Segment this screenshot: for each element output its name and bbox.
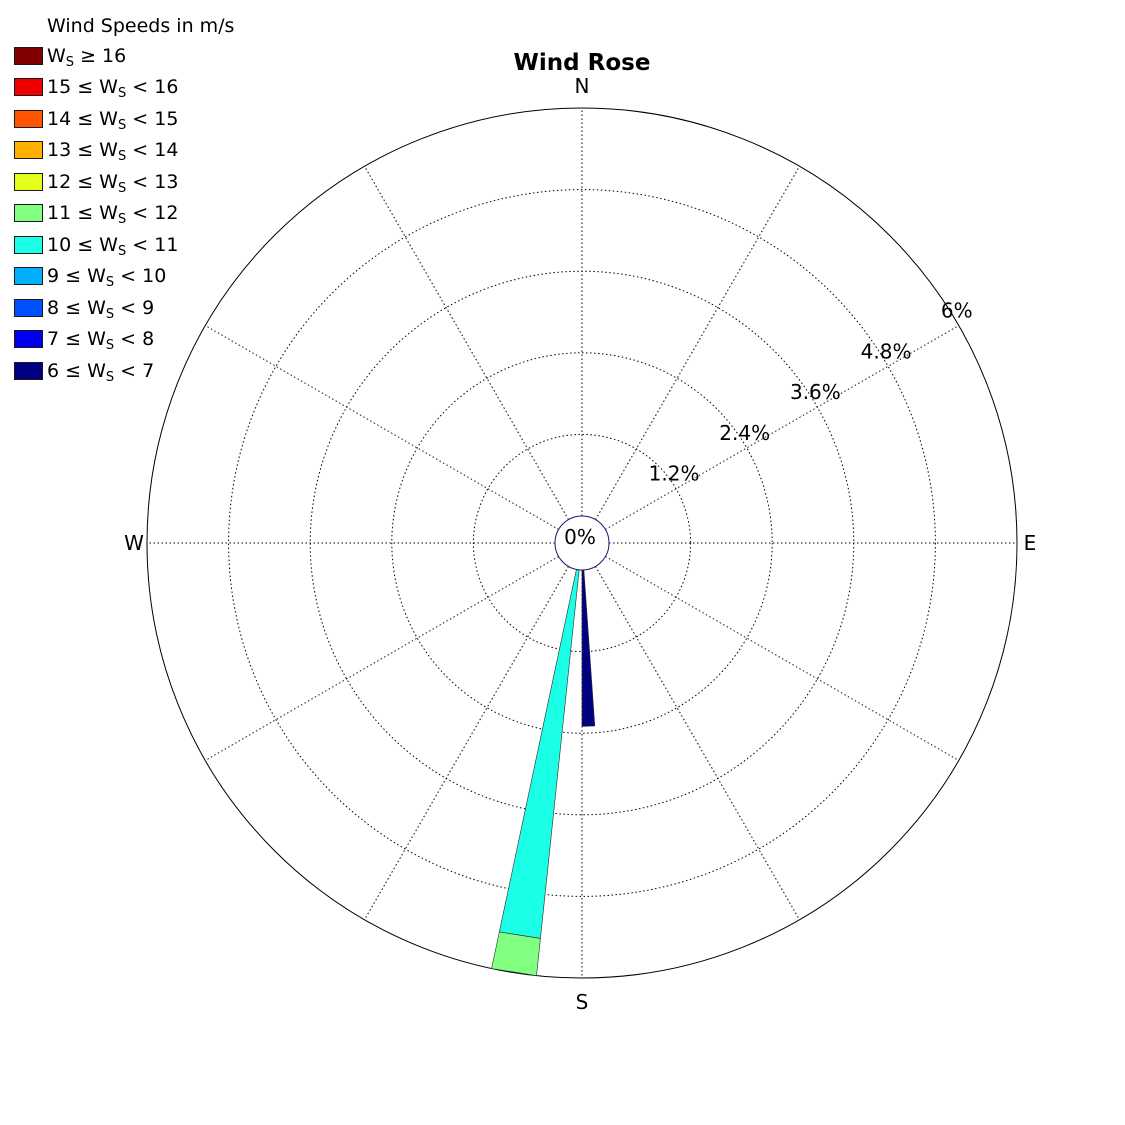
- legend-label: 14 ≤ WS < 15: [47, 107, 179, 133]
- legend-entry: 7 ≤ WS < 8: [14, 324, 274, 356]
- grid-ring: [228, 189, 936, 897]
- legend-swatch: [14, 361, 43, 380]
- polar-grid: [146, 107, 1018, 979]
- axis-labels: 0% 1.2% 2.4% 3.6% 4.8% 6% N E S W: [124, 74, 1036, 1014]
- legend-label: 11 ≤ WS < 12: [47, 202, 179, 228]
- chart-title: Wind Rose: [514, 50, 651, 76]
- radial-tick-label: 3.6%: [790, 380, 841, 404]
- legend-entry: 9 ≤ WS < 10: [14, 261, 274, 293]
- legend-entry: 8 ≤ WS < 9: [14, 292, 274, 324]
- legend-swatch: [14, 298, 43, 317]
- grid-spoke: [364, 566, 569, 920]
- wind-bar-segment: [581, 569, 596, 727]
- direction-label: W: [124, 531, 144, 555]
- legend-swatch: [14, 330, 43, 349]
- grid-ring: [309, 270, 855, 816]
- legend-entry: 10 ≤ WS < 11: [14, 229, 274, 261]
- wind-bar-segment: [498, 569, 580, 939]
- legend-entry: WS ≥ 16: [14, 40, 274, 72]
- radial-tick-label: 6%: [941, 299, 973, 323]
- legend-title: Wind Speeds in m/s: [47, 15, 235, 37]
- legend-entries: WS ≥ 16 15 ≤ WS < 16 14 ≤ WS < 15 13 ≤ WS <…: [14, 40, 274, 387]
- legend-swatch: [14, 141, 43, 160]
- legend: Wind Speeds in m/s WS ≥ 16 15 ≤ WS < 16 14…: [14, 12, 274, 387]
- wind-bars: [491, 569, 596, 976]
- legend-entry: 15 ≤ WS < 16: [14, 72, 274, 104]
- legend-entry: 11 ≤ WS < 12: [14, 198, 274, 230]
- direction-label: S: [576, 990, 589, 1014]
- legend-label: WS ≥ 16: [47, 44, 127, 70]
- legend-label: 7 ≤ WS < 8: [47, 328, 155, 354]
- legend-label: 6 ≤ WS < 7: [47, 359, 155, 385]
- legend-label: 13 ≤ WS < 14: [47, 139, 179, 165]
- grid-ring: [472, 433, 692, 653]
- legend-swatch: [14, 204, 43, 223]
- radial-tick-label: 1.2%: [649, 462, 700, 486]
- legend-swatch: [14, 235, 43, 254]
- legend-entry: 6 ≤ WS < 7: [14, 355, 274, 387]
- center-label: 0%: [564, 525, 596, 549]
- legend-label: 10 ≤ WS < 11: [47, 233, 179, 259]
- legend-swatch: [14, 46, 43, 65]
- grid-spoke: [605, 556, 959, 761]
- radial-tick-label: 2.4%: [719, 421, 770, 445]
- radial-tick-label: 4.8%: [861, 339, 912, 363]
- legend-label: 9 ≤ WS < 10: [47, 265, 167, 291]
- grid-spoke: [605, 325, 959, 530]
- direction-label: E: [1024, 531, 1037, 555]
- legend-label: 12 ≤ WS < 13: [47, 170, 179, 196]
- grid-spoke: [364, 166, 569, 520]
- legend-swatch: [14, 172, 43, 191]
- grid-spoke: [595, 166, 800, 520]
- center-circle: [554, 515, 610, 571]
- legend-entry: 14 ≤ WS < 15: [14, 103, 274, 135]
- legend-swatch: [14, 109, 43, 128]
- legend-entry: 12 ≤ WS < 13: [14, 166, 274, 198]
- legend-swatch: [14, 267, 43, 286]
- grid-spoke: [205, 556, 559, 761]
- direction-label: N: [575, 74, 590, 98]
- grid-ring: [391, 352, 773, 734]
- legend-label: 8 ≤ WS < 9: [47, 296, 155, 322]
- outer-ring: [146, 107, 1018, 979]
- grid-spoke: [205, 325, 559, 530]
- legend-label: 15 ≤ WS < 16: [47, 76, 179, 102]
- grid-spoke: [595, 566, 800, 920]
- legend-swatch: [14, 78, 43, 97]
- wind-bar-segment: [491, 931, 541, 976]
- legend-entry: 13 ≤ WS < 14: [14, 135, 274, 167]
